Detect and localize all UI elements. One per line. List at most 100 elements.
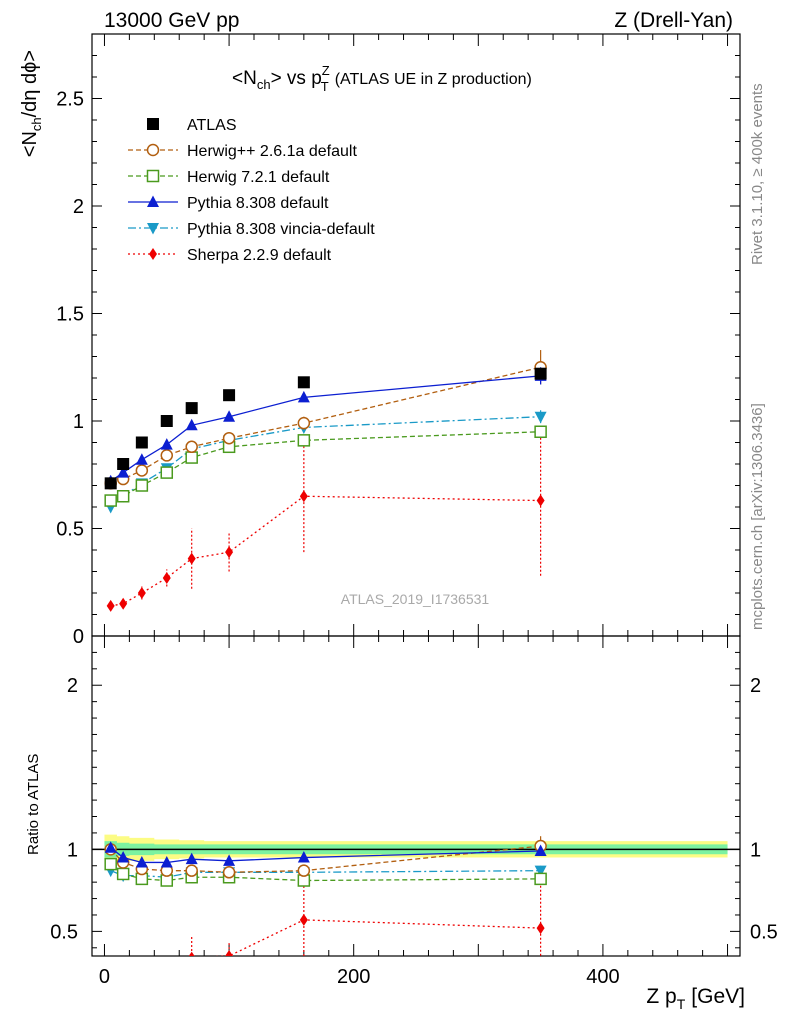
main-point-pythia <box>223 410 236 422</box>
ratio-panel-frame <box>91 635 741 957</box>
legend-marker-pythia <box>147 195 159 207</box>
legend-item-atlas: ATLAS <box>147 117 237 134</box>
ratio-uncertainty-band <box>92 834 740 865</box>
ratio-series-sherpa <box>119 880 545 988</box>
ratio-point-pythia <box>160 855 173 868</box>
legend-item-sherpa: Sherpa 2.2.9 default <box>128 247 332 264</box>
main-line-herwigpp <box>110 366 541 484</box>
main-point-pythia <box>160 438 173 450</box>
main-point-atlas <box>223 389 236 402</box>
ratio-point-pythia <box>297 851 310 863</box>
legend-item-herwigpp: Herwig++ 2.6.1a default <box>128 143 357 160</box>
main-point-atlas <box>185 402 198 415</box>
main-point-sherpa <box>225 546 234 559</box>
main-point-atlas <box>104 477 117 490</box>
ratio-point-sherpa <box>536 922 545 935</box>
main-series-sherpa <box>106 425 545 612</box>
y-tick-label-main: 2.5 <box>56 89 84 111</box>
legend-item-herwig7: Herwig 7.2.1 default <box>128 169 330 186</box>
legend-marker-vincia <box>147 223 159 235</box>
main-point-vincia <box>534 411 547 424</box>
y-tick-label-ratio-right: 2 <box>750 675 761 697</box>
ratio-line-sherpa <box>214 919 541 956</box>
ratio-point-herwig7 <box>534 872 547 886</box>
main-series-atlas <box>104 367 547 490</box>
legend-label-herwig7: Herwig 7.2.1 default <box>187 169 330 186</box>
ratio-point-herwigpp <box>185 864 198 877</box>
legend-marker-sherpa <box>149 248 157 260</box>
ratio-series-herwig7 <box>104 857 547 887</box>
ratio-point-pythia <box>534 844 547 856</box>
ratio-point-pythia <box>117 851 130 863</box>
axis-tick-labels: 0 0.5 1 1.5 2 2.5 0.5 0.5 1 1 2 2 0 200 400 <box>50 89 778 989</box>
main-point-pythia <box>185 418 198 431</box>
main-point-herwig7 <box>116 490 130 503</box>
header-left: 13000 GeV pp <box>104 9 239 32</box>
y-tick-label-ratio-right: 1 <box>750 839 761 861</box>
analysis-watermark: ATLAS_2019_I1736531 <box>341 591 490 607</box>
main-point-herwigpp <box>135 464 149 477</box>
ratio-point-vincia <box>534 865 547 878</box>
main-line-herwig7 <box>110 431 541 502</box>
main-line-vincia <box>110 416 541 508</box>
x-axis-label: Z pT [GeV] <box>646 985 745 1012</box>
ratio-line-herwigpp <box>110 845 541 873</box>
legend-marker-atlas <box>147 118 159 130</box>
legend: ATLAS Herwig++ 2.6.1a default Herwig 7.2.1… <box>128 117 375 264</box>
legend-label-vincia: Pythia 8.308 vincia-default <box>187 221 375 238</box>
main-point-herwigpp <box>185 440 198 454</box>
main-point-atlas <box>117 458 130 470</box>
ratio-point-pythia <box>135 855 148 868</box>
main-point-herwig7 <box>534 425 547 438</box>
main-line-sherpa <box>110 495 541 607</box>
y-tick-label-main: 1.5 <box>56 304 84 326</box>
main-point-atlas <box>534 367 547 380</box>
legend-label-herwigpp: Herwig++ 2.6.1a default <box>187 143 357 160</box>
y-tick-label-main: 2 <box>73 196 84 218</box>
main-point-sherpa <box>106 599 115 612</box>
main-point-pythia <box>135 453 148 465</box>
main-point-herwig7 <box>160 466 174 479</box>
main-point-herwig7 <box>135 479 149 492</box>
y-axis-label-main: <Nch/dη dϕ> <box>19 50 44 157</box>
ratio-point-sherpa <box>225 950 234 956</box>
main-point-herwigpp <box>160 449 174 462</box>
plot-title: <Nch> vs pZ T (ATLAS UE in Z production) <box>232 63 532 94</box>
ratio-point-sherpa <box>188 951 195 956</box>
main-point-herwig7 <box>297 434 311 447</box>
main-point-pythia <box>297 390 310 403</box>
legend-label-atlas: ATLAS <box>187 117 237 134</box>
y-tick-label-ratio-left: 1 <box>67 839 78 861</box>
legend-label-sherpa: Sherpa 2.2.9 default <box>187 247 332 264</box>
y-tick-label-main: 0 <box>73 626 84 648</box>
legend-item-vincia: Pythia 8.308 vincia-default <box>128 221 375 238</box>
ratio-panel-series <box>104 836 547 988</box>
x-tick-label: 200 <box>337 966 370 988</box>
main-point-sherpa <box>119 597 128 610</box>
legend-item-pythia: Pythia 8.308 default <box>128 195 329 212</box>
main-point-sherpa <box>162 571 171 584</box>
main-point-sherpa <box>137 587 146 599</box>
rivet-label: Rivet 3.1.10, ≥ 400k events <box>749 83 766 265</box>
ratio-point-sherpa <box>163 963 171 975</box>
legend-marker-herwigpp <box>146 143 160 157</box>
ratio-point-sherpa <box>299 913 308 926</box>
ratio-point-sherpa <box>119 976 127 988</box>
main-line-pythia <box>110 375 541 482</box>
main-point-atlas <box>135 436 148 449</box>
ratio-point-herwigpp <box>222 866 236 879</box>
legend-label-pythia: Pythia 8.308 default <box>187 195 329 212</box>
ratio-point-herwig7 <box>104 857 117 871</box>
main-point-herwig7 <box>104 494 117 507</box>
main-point-sherpa <box>187 552 196 565</box>
ratio-point-pythia <box>104 841 117 853</box>
header-right: Z (Drell-Yan) <box>614 9 733 32</box>
x-tick-label: 400 <box>586 966 619 988</box>
ratio-line-vincia <box>110 870 541 878</box>
ratio-series-pythia <box>104 841 547 868</box>
mcplots-label: mcplots.cern.ch [arXiv:1306.3436] <box>749 403 766 630</box>
main-point-herwig7 <box>185 451 198 464</box>
main-series-herwig7 <box>104 425 547 507</box>
x-tick-label: 0 <box>99 966 110 988</box>
